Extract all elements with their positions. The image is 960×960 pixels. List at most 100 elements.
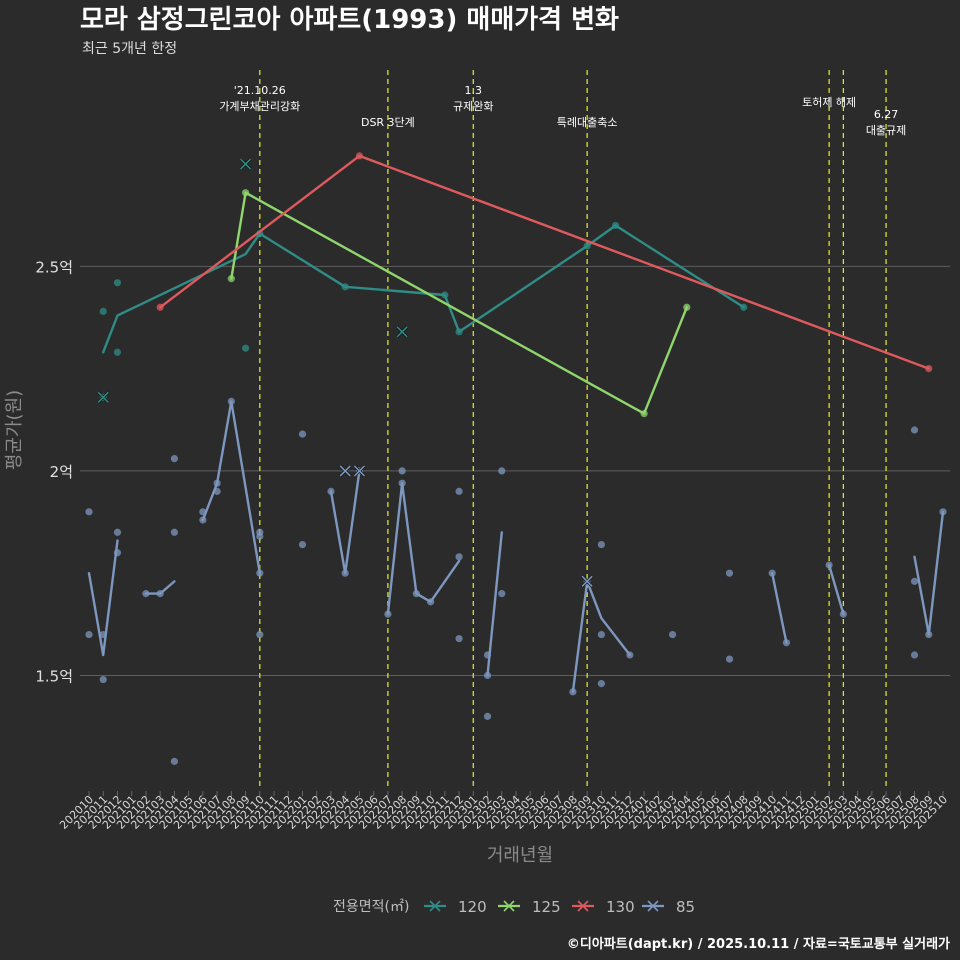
- series-line-130: [158, 154, 930, 370]
- data-point-125: [241, 189, 250, 197]
- data-point-85: [85, 508, 93, 516]
- data-point-125: [227, 275, 235, 283]
- data-point-85: [398, 467, 406, 475]
- cross-stroke: [353, 465, 365, 477]
- legend-swatch-cross: [577, 900, 589, 912]
- event-label: 토허제 해제: [802, 95, 856, 109]
- data-point-85: [597, 630, 606, 639]
- data-point-120: [241, 344, 250, 352]
- cross-marker-85: [339, 464, 352, 477]
- data-point-85: [99, 630, 107, 639]
- data-point-85: [213, 487, 221, 495]
- legend-label: 120: [458, 898, 487, 916]
- chart-title: 모라 삼정그린코아 아파트(1993) 매매가격 변화: [80, 5, 619, 35]
- data-point-120: [740, 303, 748, 311]
- series-120: [97, 158, 748, 404]
- event-label: 6.27: [874, 108, 899, 121]
- series-125: [227, 189, 691, 418]
- data-point-85: [398, 479, 406, 487]
- data-point-85: [227, 397, 235, 405]
- event-label: '21.10.26: [234, 84, 286, 97]
- data-point-85: [925, 630, 933, 639]
- data-point-120: [113, 348, 122, 356]
- data-point-130: [156, 303, 164, 311]
- data-point-120: [341, 283, 349, 291]
- event-label: 규제완화: [453, 100, 493, 113]
- legend-swatch-cross: [647, 900, 659, 912]
- data-point-85: [156, 590, 164, 598]
- legend: 전용면적(㎡) 120 125 130 85: [333, 898, 695, 916]
- data-point-85: [113, 528, 122, 536]
- legend-item-130: 130: [572, 898, 635, 916]
- series-85: [85, 397, 947, 765]
- cross-stroke: [97, 391, 109, 403]
- data-point-85: [498, 467, 506, 475]
- grid: [80, 265, 950, 676]
- series-line-85: [386, 482, 461, 616]
- data-point-120: [441, 291, 449, 299]
- data-point-85: [626, 651, 634, 659]
- data-point-85: [825, 561, 833, 569]
- data-point-85: [170, 757, 178, 765]
- series-layer: [85, 152, 947, 765]
- data-point-85: [327, 487, 335, 495]
- data-point-85: [483, 651, 492, 659]
- data-point-85: [725, 569, 734, 577]
- legend-label: 125: [532, 898, 561, 916]
- y-axis: 1.5억 2억 2.5억: [35, 258, 73, 685]
- data-point-85: [910, 577, 919, 585]
- chart-subtitle: 최근 5개년 한정: [82, 41, 177, 57]
- y-tick-label: 1.5억: [35, 667, 73, 685]
- data-point-85: [768, 569, 776, 577]
- data-point-120: [113, 279, 122, 287]
- data-point-85: [213, 479, 221, 487]
- data-point-85: [725, 655, 734, 663]
- cross-marker-120: [239, 158, 252, 171]
- data-point-125: [683, 303, 691, 311]
- legend-swatch-cross: [429, 900, 441, 912]
- data-point-85: [256, 532, 264, 540]
- data-point-85: [910, 651, 919, 659]
- y-tick-label: 2.5억: [35, 258, 73, 276]
- data-point-85: [142, 590, 150, 598]
- series-line-120: [101, 224, 745, 354]
- data-point-85: [99, 675, 107, 684]
- data-point-85: [298, 540, 307, 549]
- data-point-85: [199, 508, 207, 516]
- data-point-85: [412, 590, 420, 598]
- data-point-85: [85, 630, 93, 639]
- data-point-120: [455, 328, 463, 336]
- data-point-85: [498, 590, 506, 598]
- series-line-85: [329, 469, 361, 575]
- event-label: DSR 3단계: [361, 116, 415, 129]
- series-line-85: [571, 580, 632, 693]
- series-130: [156, 152, 933, 373]
- legend-item-125: 125: [498, 898, 561, 916]
- cross-stroke: [240, 158, 252, 170]
- legend-swatch-cross: [503, 900, 515, 912]
- legend-item-85: 85: [642, 898, 695, 916]
- data-point-85: [113, 549, 122, 557]
- series-line-85: [486, 531, 503, 677]
- y-axis-label: 평균가(원): [4, 390, 25, 470]
- data-point-85: [597, 540, 606, 549]
- series-line-85: [201, 400, 261, 575]
- data-point-85: [170, 455, 178, 463]
- data-point-85: [910, 426, 919, 434]
- data-point-85: [427, 598, 435, 606]
- data-point-85: [455, 553, 463, 561]
- data-point-85: [199, 516, 207, 524]
- data-point-85: [483, 671, 492, 680]
- data-point-85: [384, 610, 392, 618]
- data-point-85: [839, 610, 847, 618]
- series-line-85: [913, 510, 945, 636]
- data-point-85: [782, 639, 791, 647]
- cross-marker-120: [396, 325, 409, 338]
- series-line-85: [87, 539, 119, 657]
- series-line-125: [230, 191, 688, 415]
- data-point-120: [583, 242, 591, 250]
- legend-item-120: 120: [424, 898, 487, 916]
- data-point-120: [99, 307, 107, 315]
- x-axis: 2020102020112020122021012021022021032021…: [57, 791, 950, 832]
